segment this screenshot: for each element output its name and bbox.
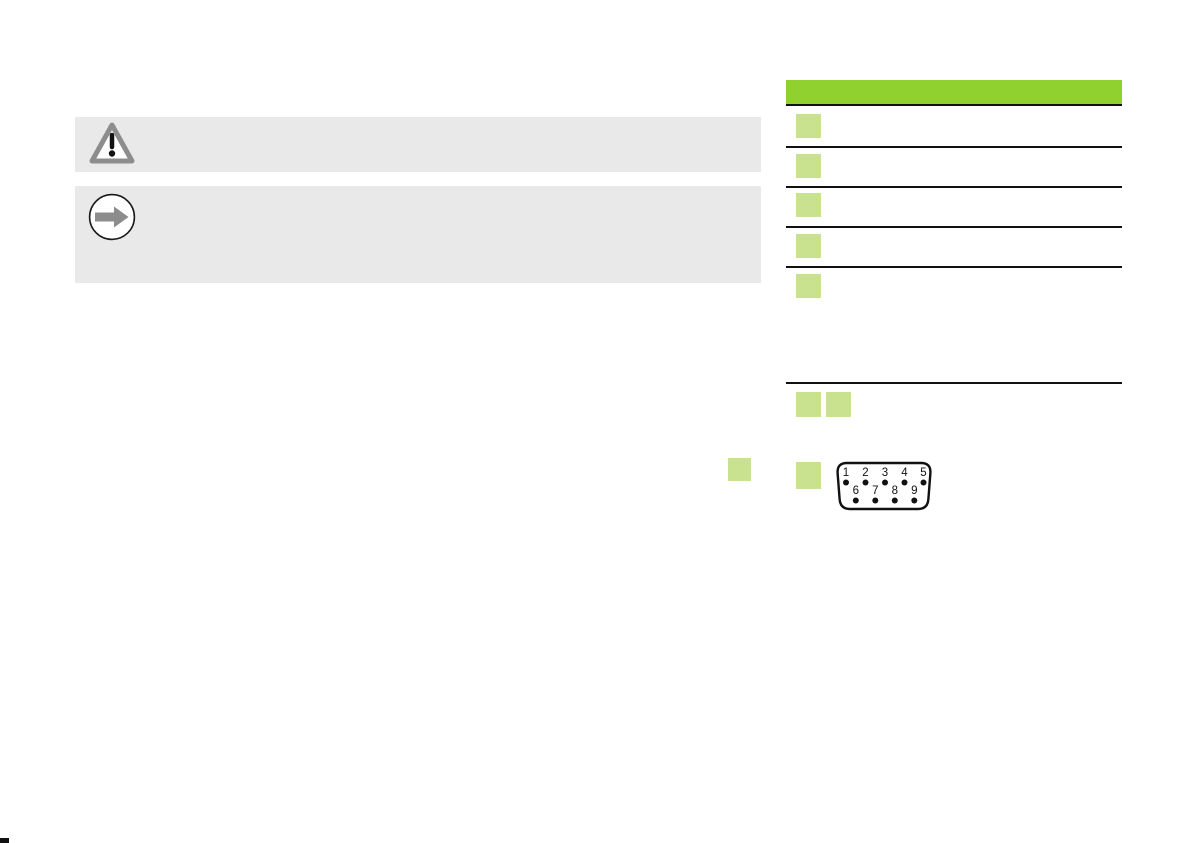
legend-marker-1	[796, 114, 821, 138]
legend-rule-4	[786, 266, 1122, 268]
arrow-right-circle-icon	[88, 193, 136, 246]
connector-row-marker	[796, 462, 821, 489]
pin-dot	[911, 497, 918, 504]
pin-label: 9	[911, 485, 917, 497]
pin-label: 3	[882, 467, 888, 479]
legend-marker-5	[796, 274, 821, 298]
pin-dot	[920, 479, 927, 486]
info-note-box	[75, 186, 761, 283]
pair-marker-1	[796, 392, 821, 417]
pin-label: 2	[862, 467, 868, 479]
warning-triangle-icon	[89, 121, 135, 170]
pin-dot	[852, 497, 859, 504]
sidebar-header-rule	[786, 104, 1122, 106]
legend-rule-5	[786, 382, 1122, 384]
d-sub-9-connector-diagram: 1 2 3 4 5 6 7 8 9	[835, 461, 933, 516]
connector-outline	[836, 461, 932, 511]
warning-note-box	[75, 117, 761, 172]
pair-marker-2	[826, 392, 851, 417]
pin-label: 5	[920, 467, 926, 479]
pin-dot	[882, 479, 888, 486]
page-edge-mark	[0, 838, 9, 843]
sidebar-header-bar	[786, 80, 1122, 104]
pin-dot	[862, 479, 869, 486]
legend-rule-3	[786, 226, 1122, 228]
legend-marker-2	[796, 154, 821, 178]
pin-label: 7	[872, 485, 878, 497]
pin-dot	[901, 479, 908, 486]
legend-marker-3	[796, 193, 821, 217]
legend-marker-4	[796, 234, 821, 258]
pin-dot	[843, 479, 849, 486]
pin-label: 4	[901, 467, 908, 479]
pin-dot	[872, 497, 879, 504]
pin-dot	[891, 497, 898, 504]
legend-rule-1	[786, 146, 1122, 148]
pin-label: 8	[892, 485, 898, 497]
pin-label: 1	[843, 467, 849, 479]
legend-rule-2	[786, 186, 1122, 188]
margin-callout-marker	[728, 458, 751, 481]
pin-label: 6	[853, 485, 859, 497]
